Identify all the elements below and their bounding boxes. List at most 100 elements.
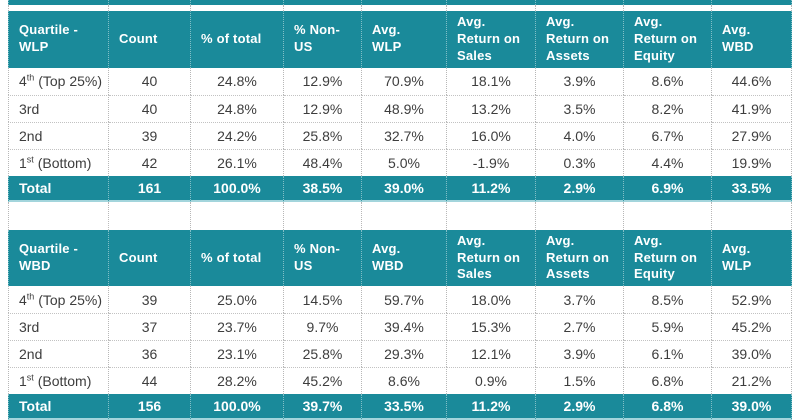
row-label-text: (Top 25%) xyxy=(34,73,103,90)
data-cell: 26.1% xyxy=(191,148,284,176)
row-label: 2nd xyxy=(8,121,109,149)
top-divider-bar-cell xyxy=(8,0,109,5)
data-cell: 6.8% xyxy=(624,367,712,395)
report-table-area: Quartile - WLP Count% of total% Non- US Av… xyxy=(8,0,792,420)
data-cell: 39 xyxy=(109,121,191,149)
total-cell: 2.9% xyxy=(536,175,624,202)
between-tables-gap-cell xyxy=(109,201,191,230)
quartile-tables: Quartile - WLP Count% of total% Non- US Av… xyxy=(8,0,792,420)
data-cell: 8.2% xyxy=(624,94,712,122)
row-label-text: 1 xyxy=(19,154,27,171)
table-header-row: Quartile - WLP Count% of total% Non- US Av… xyxy=(8,11,792,68)
data-cell: 21.2% xyxy=(712,367,792,395)
total-cell: 2.9% xyxy=(536,394,624,420)
data-cell: 0.9% xyxy=(447,367,536,395)
top-spacer-cell xyxy=(536,5,624,11)
total-cell: 39.0% xyxy=(362,175,447,202)
column-header: % of total xyxy=(191,229,284,287)
column-header: Quartile - WBD xyxy=(8,229,109,287)
total-cell: 156 xyxy=(109,394,191,420)
total-cell: 11.2% xyxy=(447,394,536,420)
data-cell: 23.1% xyxy=(191,340,284,368)
row-label: 1st (Bottom) xyxy=(8,367,109,395)
data-cell: 23.7% xyxy=(191,313,284,341)
row-label: 3rd xyxy=(8,313,109,341)
table-row: 3rd 37 23.7% 9.7% 39.4% 15.3% 2.7% 5.9% 45.2% xyxy=(8,313,792,341)
column-header: Avg. Return on Assets xyxy=(536,11,624,68)
data-cell: 18.0% xyxy=(447,286,536,314)
data-cell: 13.2% xyxy=(447,94,536,122)
data-cell: 32.7% xyxy=(362,121,447,149)
total-cell: 100.0% xyxy=(191,175,284,202)
data-cell: 40 xyxy=(109,94,191,122)
table-row: 3rd 40 24.8% 12.9% 48.9% 13.2% 3.5% 8.2% 41.9% xyxy=(8,94,792,122)
row-label-text: (Bottom) xyxy=(33,154,92,171)
top-spacer-cell xyxy=(109,5,191,11)
between-tables-gap-cell xyxy=(362,201,447,230)
row-label: 3rd xyxy=(8,94,109,122)
data-cell: 8.5% xyxy=(624,286,712,314)
row-label-text: 2nd xyxy=(19,346,43,363)
data-cell: 3.5% xyxy=(536,94,624,122)
column-header: Count xyxy=(109,11,191,68)
data-cell: 59.7% xyxy=(362,286,447,314)
total-row: Total 161 100.0% 38.5% 39.0% 11.2% 2.9% 6.9% 33.… xyxy=(8,175,792,202)
data-cell: 4.0% xyxy=(536,121,624,149)
table-row: 4th (Top 25%) 39 25.0% 14.5% 59.7% 18.0% 3.7% 8… xyxy=(8,286,792,314)
top-spacer-cell xyxy=(8,5,109,11)
total-cell: 6.9% xyxy=(624,175,712,202)
row-label-text: 3rd xyxy=(19,319,40,336)
total-row: Total 156 100.0% 39.7% 33.5% 11.2% 2.9% 6.8% 39.… xyxy=(8,394,792,420)
data-cell: 9.7% xyxy=(284,313,362,341)
data-cell: 39 xyxy=(109,286,191,314)
data-cell: 39.4% xyxy=(362,313,447,341)
column-header: Avg. Return on Assets xyxy=(536,229,624,287)
column-header: % of total xyxy=(191,11,284,68)
data-cell: 41.9% xyxy=(712,94,792,122)
table-header-row: Quartile - WBD Count% of total% Non- US Av… xyxy=(8,229,792,287)
row-label-text: (Top 25%) xyxy=(34,291,103,308)
data-cell: 25.8% xyxy=(284,340,362,368)
data-cell: 5.0% xyxy=(362,148,447,176)
between-tables-gap-cell xyxy=(447,201,536,230)
table-row: 1st (Bottom) 42 26.1% 48.4% 5.0% -1.9% 0.3% 4.4… xyxy=(8,148,792,176)
column-header: % Non- US xyxy=(284,11,362,68)
row-label: 2nd xyxy=(8,340,109,368)
table-row: 2nd 39 24.2% 25.8% 32.7% 16.0% 4.0% 6.7% 27.9% xyxy=(8,121,792,149)
row-label-text: 1 xyxy=(19,373,27,390)
data-cell: 24.2% xyxy=(191,121,284,149)
data-cell: 27.9% xyxy=(712,121,792,149)
column-header: % Non- US xyxy=(284,229,362,287)
data-cell: 52.9% xyxy=(712,286,792,314)
data-cell: 48.4% xyxy=(284,148,362,176)
data-cell: 3.9% xyxy=(536,340,624,368)
data-cell: 29.3% xyxy=(362,340,447,368)
total-label: Total xyxy=(8,394,109,420)
data-cell: 18.1% xyxy=(447,67,536,95)
data-cell: 6.7% xyxy=(624,121,712,149)
total-cell: 39.7% xyxy=(284,394,362,420)
data-cell: 45.2% xyxy=(284,367,362,395)
total-cell: 39.0% xyxy=(712,394,792,420)
data-cell: 1.5% xyxy=(536,367,624,395)
between-tables-gap-cell xyxy=(191,201,284,230)
ordinal-superscript: st xyxy=(26,154,34,165)
between-tables-gap-cell xyxy=(284,201,362,230)
table-row: 2nd 36 23.1% 25.8% 29.3% 12.1% 3.9% 6.1% 39.0% xyxy=(8,340,792,368)
row-label: 4th (Top 25%) xyxy=(8,286,109,314)
total-cell: 33.5% xyxy=(362,394,447,420)
total-cell: 33.5% xyxy=(712,175,792,202)
data-cell: 42 xyxy=(109,148,191,176)
top-spacer-cell xyxy=(362,5,447,11)
column-header: Quartile - WLP xyxy=(8,11,109,68)
data-cell: 5.9% xyxy=(624,313,712,341)
data-cell: 8.6% xyxy=(362,367,447,395)
row-label-text: 4 xyxy=(19,73,27,90)
total-cell: 11.2% xyxy=(447,175,536,202)
total-label: Total xyxy=(8,175,109,202)
between-tables-gap-cell xyxy=(536,201,624,230)
data-cell: 24.8% xyxy=(191,67,284,95)
top-divider-bar-cell xyxy=(447,0,536,5)
column-header: Avg. Return on Sales xyxy=(447,11,536,68)
column-header: Avg. WBD xyxy=(362,229,447,287)
